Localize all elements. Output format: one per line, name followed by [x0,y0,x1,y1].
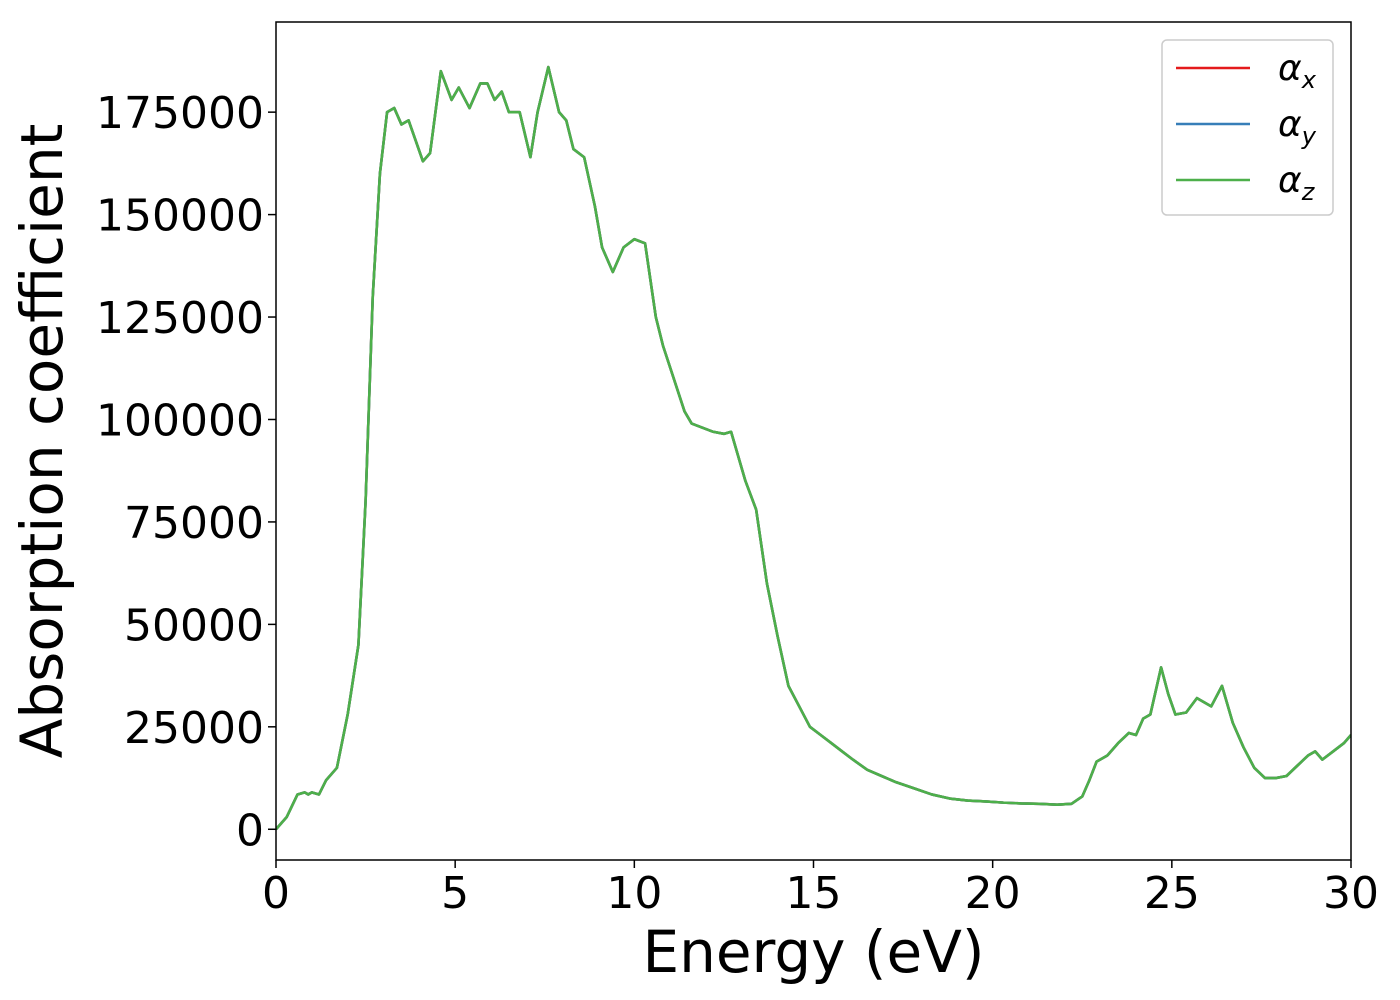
y-axis: 0 25000 50000 75000 100000 125000 150000 175000 [96,88,276,856]
series-line-alpha-z [276,65,1351,831]
x-tick-label: 25 [1144,868,1200,919]
y-tick-label: 0 [236,805,264,856]
legend-box [1161,39,1334,216]
x-axis-title: Energy (eV) [642,918,984,986]
y-tick-label: 175000 [96,88,264,139]
y-tick-label: 100000 [96,395,264,446]
y-tick-label: 25000 [124,703,264,754]
x-axis: 0 5 10 15 20 25 30 [262,860,1379,919]
x-tick-label: 20 [965,868,1021,919]
x-tick-label: 10 [606,868,662,919]
y-tick-label: 125000 [96,293,264,344]
y-tick-label: 75000 [124,498,264,549]
x-tick-label: 0 [262,868,290,919]
y-tick-label: 150000 [96,191,264,242]
x-tick-label: 30 [1323,868,1379,919]
y-tick-label: 50000 [124,600,264,651]
x-tick-label: 5 [441,868,469,919]
x-tick-label: 15 [786,868,842,919]
series-layer [276,65,1351,831]
y-axis-title: Absorption coefficient [8,124,76,759]
